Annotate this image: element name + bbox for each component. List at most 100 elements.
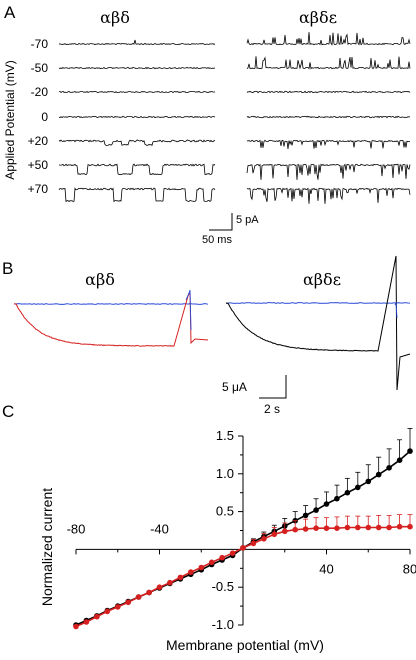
panel-a-label: A xyxy=(4,3,16,22)
panel-a-scalebar-lines xyxy=(209,213,233,231)
abde-trace xyxy=(246,32,411,46)
data-point xyxy=(94,613,100,620)
series-abd xyxy=(73,514,413,630)
potential-label: +20 xyxy=(28,134,49,148)
panel-b-scalebar-y-label: 5 μA xyxy=(222,380,247,394)
data-point xyxy=(365,478,372,485)
data-point xyxy=(344,489,351,496)
panel-b-traces xyxy=(13,255,411,391)
potential-label: -20 xyxy=(31,85,49,99)
data-point xyxy=(177,574,184,581)
panel-a-scalebar: 5 pA 50 ms xyxy=(202,213,259,246)
data-point xyxy=(219,554,225,561)
abd-trace xyxy=(58,187,216,203)
abd-trace xyxy=(58,115,216,119)
data-point xyxy=(282,528,288,535)
iv-chart: -80 -40 40 80 1.5 1.0 0.5 -0.5 -1.0 xyxy=(67,428,416,632)
data-point xyxy=(344,524,351,531)
data-point xyxy=(146,589,152,596)
data-point xyxy=(229,550,236,556)
potential-label: -50 xyxy=(31,61,49,75)
abde-trace xyxy=(246,90,411,94)
panel-c-label: C xyxy=(2,402,14,421)
abde-trace xyxy=(246,163,411,180)
panel-c-y-axis-label: Normalized current xyxy=(39,488,55,606)
panel-a-scalebar-x-label: 50 ms xyxy=(202,234,232,246)
data-point xyxy=(323,525,330,531)
abd-trace xyxy=(58,90,216,94)
y-tick-label: -0.5 xyxy=(212,579,234,594)
data-point xyxy=(365,524,372,531)
panel-b-col1-title: αβδ xyxy=(85,270,115,289)
potential-label: -70 xyxy=(31,37,49,51)
panel-b: B αβδ αβδε 5 μA 2 s xyxy=(2,255,411,416)
data-point xyxy=(261,536,267,542)
data-point xyxy=(355,524,361,531)
abde-trace xyxy=(246,56,411,70)
abd-trace xyxy=(58,66,216,70)
y-tick-label: -1.0 xyxy=(212,617,234,632)
data-point xyxy=(375,524,382,531)
potential-label: 0 xyxy=(41,110,48,124)
abde-trace xyxy=(246,115,411,119)
panel-a: A αβδ αβδε Applied Potential (mV) -70 -50… xyxy=(3,3,411,246)
data-point xyxy=(198,564,205,571)
data-point xyxy=(355,484,361,491)
abde-control-trace xyxy=(225,302,411,304)
data-point xyxy=(323,501,330,507)
data-point xyxy=(313,507,319,513)
data-point xyxy=(167,579,173,586)
data-point xyxy=(135,594,142,600)
abd-trace xyxy=(58,139,216,146)
panel-b-scalebar-x-label: 2 s xyxy=(264,402,280,416)
panel-b-scalebar: 5 μA 2 s xyxy=(222,375,287,416)
x-tick-label: 40 xyxy=(319,561,333,576)
traces-abd xyxy=(58,39,216,203)
panel-a-col1-title: αβδ xyxy=(100,8,130,27)
potential-label: +70 xyxy=(28,182,49,196)
potential-label: +50 xyxy=(28,158,49,172)
panel-b-scalebar-lines xyxy=(259,375,287,399)
panel-a-col2-title: αβδε xyxy=(299,8,337,27)
panel-a-y-axis-title: Applied Potential (mV) xyxy=(3,60,17,179)
data-point xyxy=(396,457,403,464)
data-point xyxy=(156,584,163,590)
panel-b-col2-title: αβδε xyxy=(303,270,341,289)
data-point xyxy=(313,525,319,531)
potential-labels: -70 -50 -20 0 +20 +50 +70 xyxy=(28,37,49,196)
data-point xyxy=(396,523,403,530)
abd-trace xyxy=(58,39,216,46)
panel-a-scalebar-y-label: 5 pA xyxy=(236,214,259,226)
data-point xyxy=(125,599,131,606)
data-point xyxy=(115,604,121,610)
data-point xyxy=(83,619,90,625)
abd-ramp-trace xyxy=(185,289,192,331)
abd-trace xyxy=(58,163,216,176)
abd-control-trace xyxy=(13,303,209,305)
data-point xyxy=(302,526,309,532)
y-tick-label: 1.5 xyxy=(216,428,234,443)
data-point xyxy=(407,448,413,454)
abde-trace xyxy=(246,187,411,204)
x-tick-label: -40 xyxy=(150,521,169,536)
x-tick-label: -80 xyxy=(67,521,86,536)
traces-abde xyxy=(246,32,411,204)
panel-b-label: B xyxy=(2,259,13,278)
data-point xyxy=(334,495,340,502)
data-point xyxy=(386,465,392,471)
x-tick-label: 80 xyxy=(403,561,416,576)
panel-c: C Normalized current Membrane potential … xyxy=(2,402,416,653)
abde-current-trace xyxy=(225,255,411,391)
y-tick-label: 1.0 xyxy=(216,466,234,481)
data-point xyxy=(407,523,413,530)
data-point xyxy=(250,540,257,547)
data-point xyxy=(240,545,246,551)
abde-ramp-trace xyxy=(394,301,398,319)
data-point xyxy=(73,623,79,630)
data-point xyxy=(375,471,382,478)
data-point xyxy=(271,531,278,538)
abd-current-trace xyxy=(13,291,209,347)
data-point xyxy=(334,525,340,531)
data-point xyxy=(386,524,392,531)
